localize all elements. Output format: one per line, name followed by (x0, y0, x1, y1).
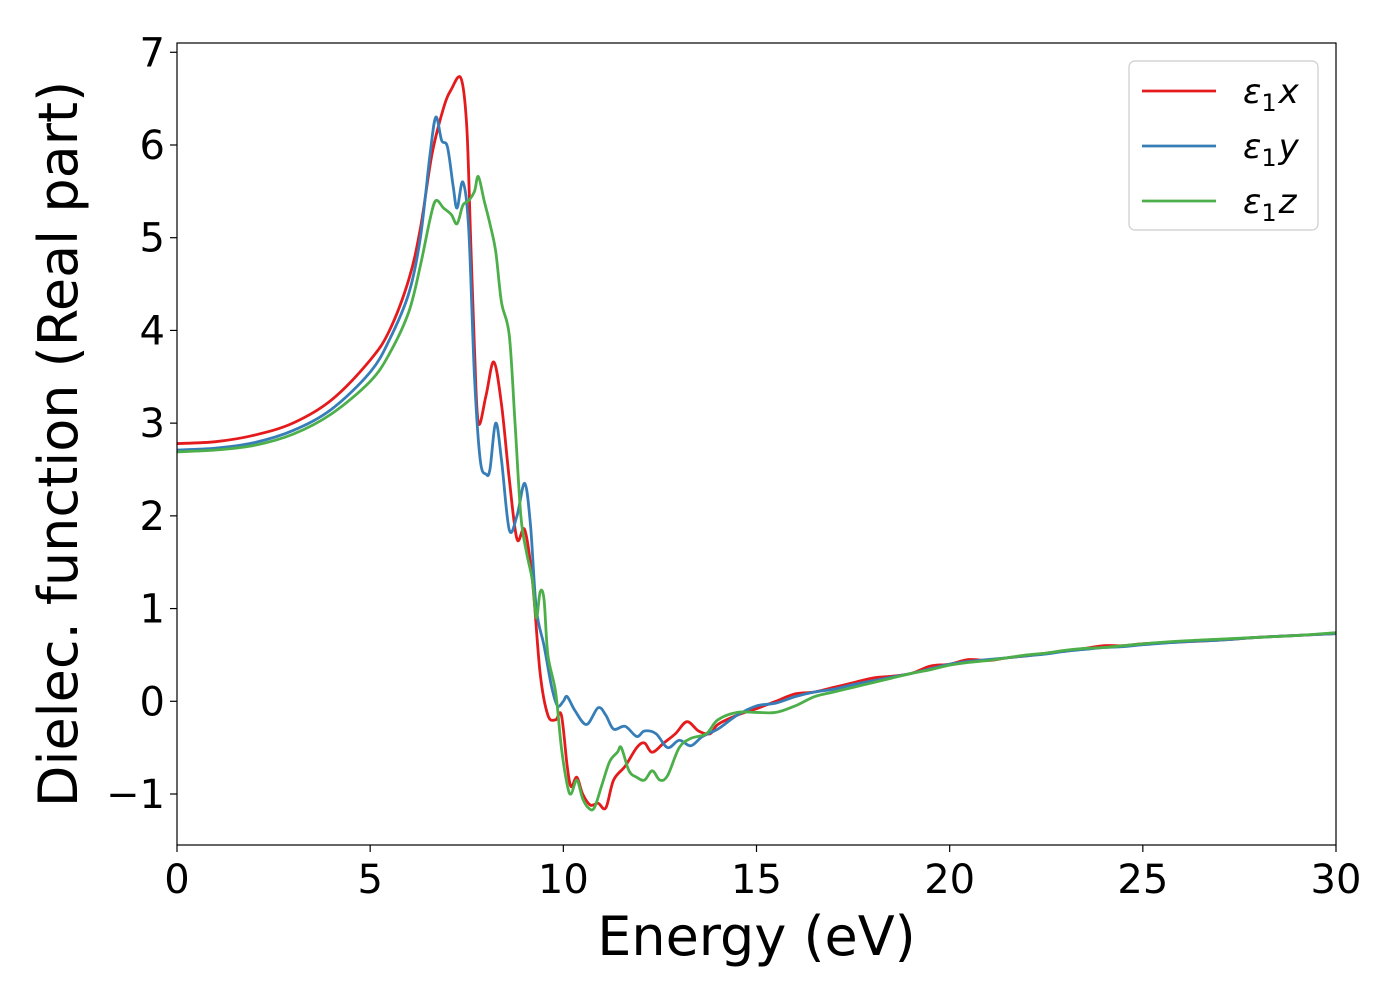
legend-symbol: ε (1243, 182, 1261, 222)
series-line-z (177, 175, 1336, 812)
x-tick-label: 25 (1117, 857, 1168, 903)
legend-symbol: ε (1243, 72, 1261, 112)
legend-item-x: ε1x (1142, 72, 1300, 117)
x-tick-label: 10 (538, 857, 589, 903)
legend-item-y: ε1y (1142, 127, 1300, 172)
legend-subscript: 1 (1261, 89, 1276, 117)
x-tick-label: 5 (357, 857, 382, 903)
y-tick-label: 1 (140, 587, 165, 633)
y-tick-label: 7 (140, 30, 165, 76)
legend-label: ε1x (1243, 72, 1300, 117)
legend-subscript: 1 (1261, 144, 1276, 172)
y-tick-label: −1 (106, 772, 165, 818)
x-axis-title: Energy (eV) (597, 905, 916, 968)
legend-label: ε1z (1243, 182, 1298, 227)
x-tick-label: 30 (1311, 857, 1362, 903)
y-tick-label: 3 (140, 401, 165, 447)
y-tick-label: 5 (140, 216, 165, 262)
y-axis: −1 0 1 2 3 4 5 6 7 (106, 30, 177, 818)
legend-symbol: ε (1243, 127, 1261, 167)
y-tick-label: 0 (140, 679, 165, 725)
y-tick-label: 2 (140, 494, 165, 540)
x-tick-label: 15 (731, 857, 782, 903)
legend-component: y (1278, 127, 1300, 167)
x-tick-label: 0 (164, 857, 189, 903)
y-tick-label: 6 (140, 123, 165, 169)
legend-component: x (1278, 72, 1300, 112)
x-tick-label: 20 (924, 857, 975, 903)
legend-label: ε1y (1243, 127, 1300, 172)
y-axis-title: Dielec. function (Real part) (27, 81, 90, 807)
x-axis: 0 5 10 15 20 25 30 (164, 845, 1361, 903)
legend-item-z: ε1z (1142, 182, 1298, 227)
legend-subscript: 1 (1261, 199, 1276, 227)
y-tick-label: 4 (140, 308, 165, 354)
plot-lines (177, 75, 1336, 812)
legend-box (1128, 60, 1319, 231)
legend-component: z (1278, 182, 1298, 222)
